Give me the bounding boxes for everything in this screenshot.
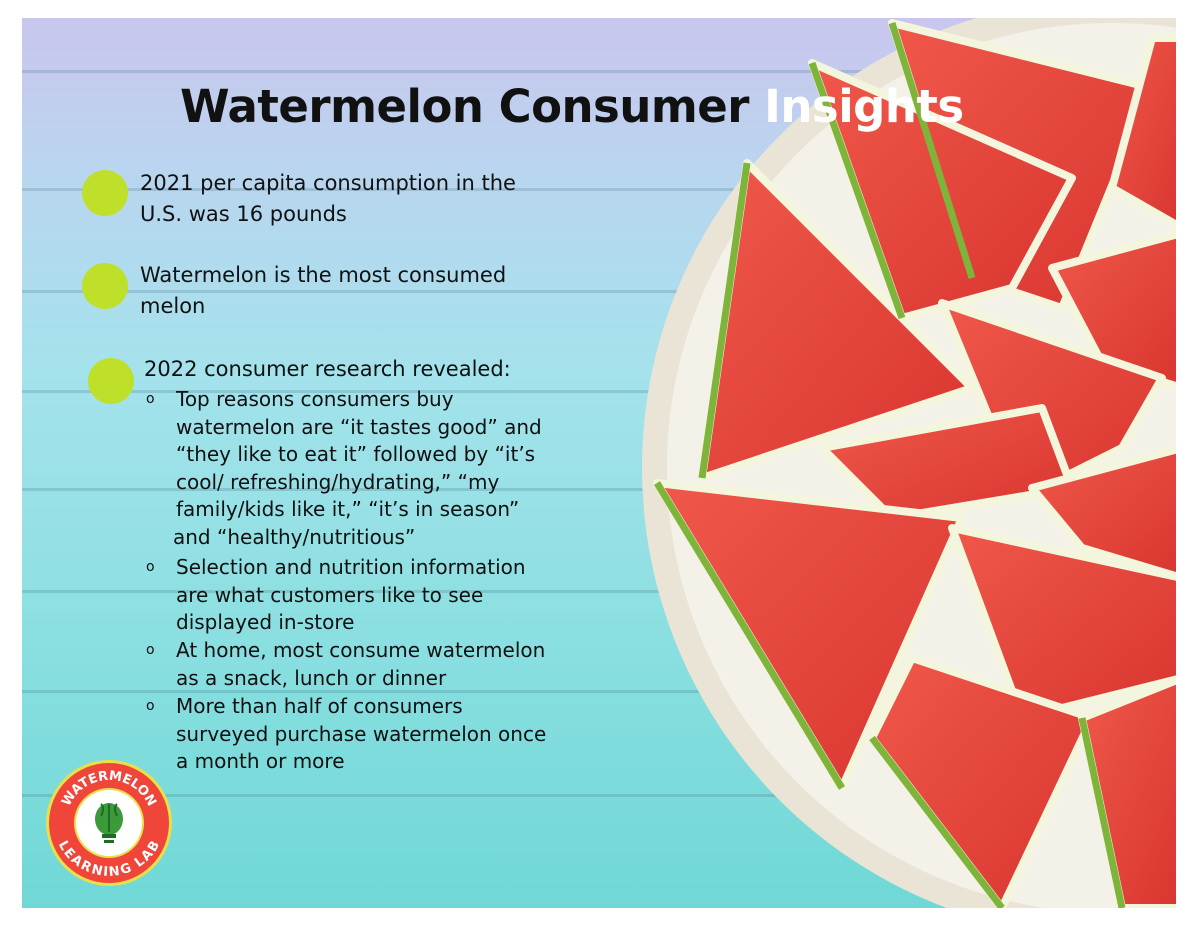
plank-line xyxy=(22,390,1176,393)
line: watermelon are “it tastes good” and xyxy=(176,414,542,439)
line: At home, most consume watermelon xyxy=(176,638,546,662)
plank-line xyxy=(22,794,1176,797)
watermelon-plate-photo xyxy=(642,18,1176,908)
watermelon-slice xyxy=(1028,445,1176,581)
plank-line xyxy=(22,690,1176,693)
watermelon-rind xyxy=(869,735,1005,908)
lightbulb-icon xyxy=(95,803,123,843)
plank-line xyxy=(22,70,1176,73)
line: displayed in-store xyxy=(176,610,355,634)
sub-bullet-marker: o xyxy=(146,559,155,575)
bullet-dot xyxy=(82,170,128,216)
title-main: Watermelon Consumer xyxy=(180,80,765,133)
sub-bullet-marker: o xyxy=(146,391,155,407)
line: surveyed purchase watermelon once xyxy=(176,721,547,746)
line: U.S. was 16 pounds xyxy=(140,202,347,226)
sub-bullet-top-reasons: o Top reasons consumers buy watermelon a… xyxy=(146,386,542,551)
plank-line xyxy=(22,488,1176,491)
line: cool/ refreshing/hydrating,” “my xyxy=(176,469,500,494)
bullet-dot xyxy=(82,263,128,309)
plank-line xyxy=(22,290,1176,293)
watermelon-slice xyxy=(948,524,1176,722)
line: Top reasons consumers buy xyxy=(176,387,454,411)
sub-bullet-at-home: o At home, most consume watermelon as a … xyxy=(146,637,546,692)
watermelon-slice xyxy=(1048,230,1176,391)
watermelon-rind xyxy=(1078,717,1126,908)
page-title: Watermelon Consumer Insights xyxy=(180,80,964,133)
bullet-consumption: 2021 per capita consumption in the U.S. … xyxy=(140,168,516,230)
line: “they like to eat it” followed by “it’s xyxy=(176,442,536,466)
bullet-research: 2022 consumer research revealed: xyxy=(144,354,511,385)
line: melon xyxy=(140,294,206,318)
line: More than half of consumers xyxy=(176,694,463,718)
bullet-most-consumed: Watermelon is the most consumed melon xyxy=(140,260,506,322)
watermelon-rind xyxy=(808,61,906,320)
watermelon-rind xyxy=(888,21,976,280)
sub-bullet-selection: o Selection and nutrition information ar… xyxy=(146,554,526,637)
title-highlight: Insights xyxy=(764,80,964,133)
line: Selection and nutrition information xyxy=(176,555,526,579)
plank-line xyxy=(22,590,1176,593)
bullet-dot xyxy=(88,358,134,404)
line: family/kids like it,” “it’s in season” xyxy=(176,497,520,521)
line: 2022 consumer research revealed: xyxy=(144,357,511,381)
watermelon-learning-lab-logo: WATERMELON LEARNING LAB xyxy=(46,760,172,886)
plank-line xyxy=(22,188,1176,191)
sub-bullet-marker: o xyxy=(146,698,155,714)
watermelon-slice xyxy=(1108,34,1176,230)
poster: Watermelon Consumer Insights 2021 per ca… xyxy=(22,18,1176,908)
line: Watermelon is the most consumed xyxy=(140,263,507,287)
line: a month or more xyxy=(176,749,345,773)
watermelon-rind xyxy=(654,481,845,790)
sub-bullet-marker: o xyxy=(146,642,155,658)
line: as a snack, lunch or dinner xyxy=(176,665,447,690)
watermelon-rind xyxy=(698,162,751,479)
line: are what customers like to see xyxy=(176,582,484,607)
line: 2021 per capita consumption in the xyxy=(140,171,516,195)
line: and “healthy/nutritious” xyxy=(173,524,416,549)
sub-bullet-half: o More than half of consumers surveyed p… xyxy=(146,693,547,776)
